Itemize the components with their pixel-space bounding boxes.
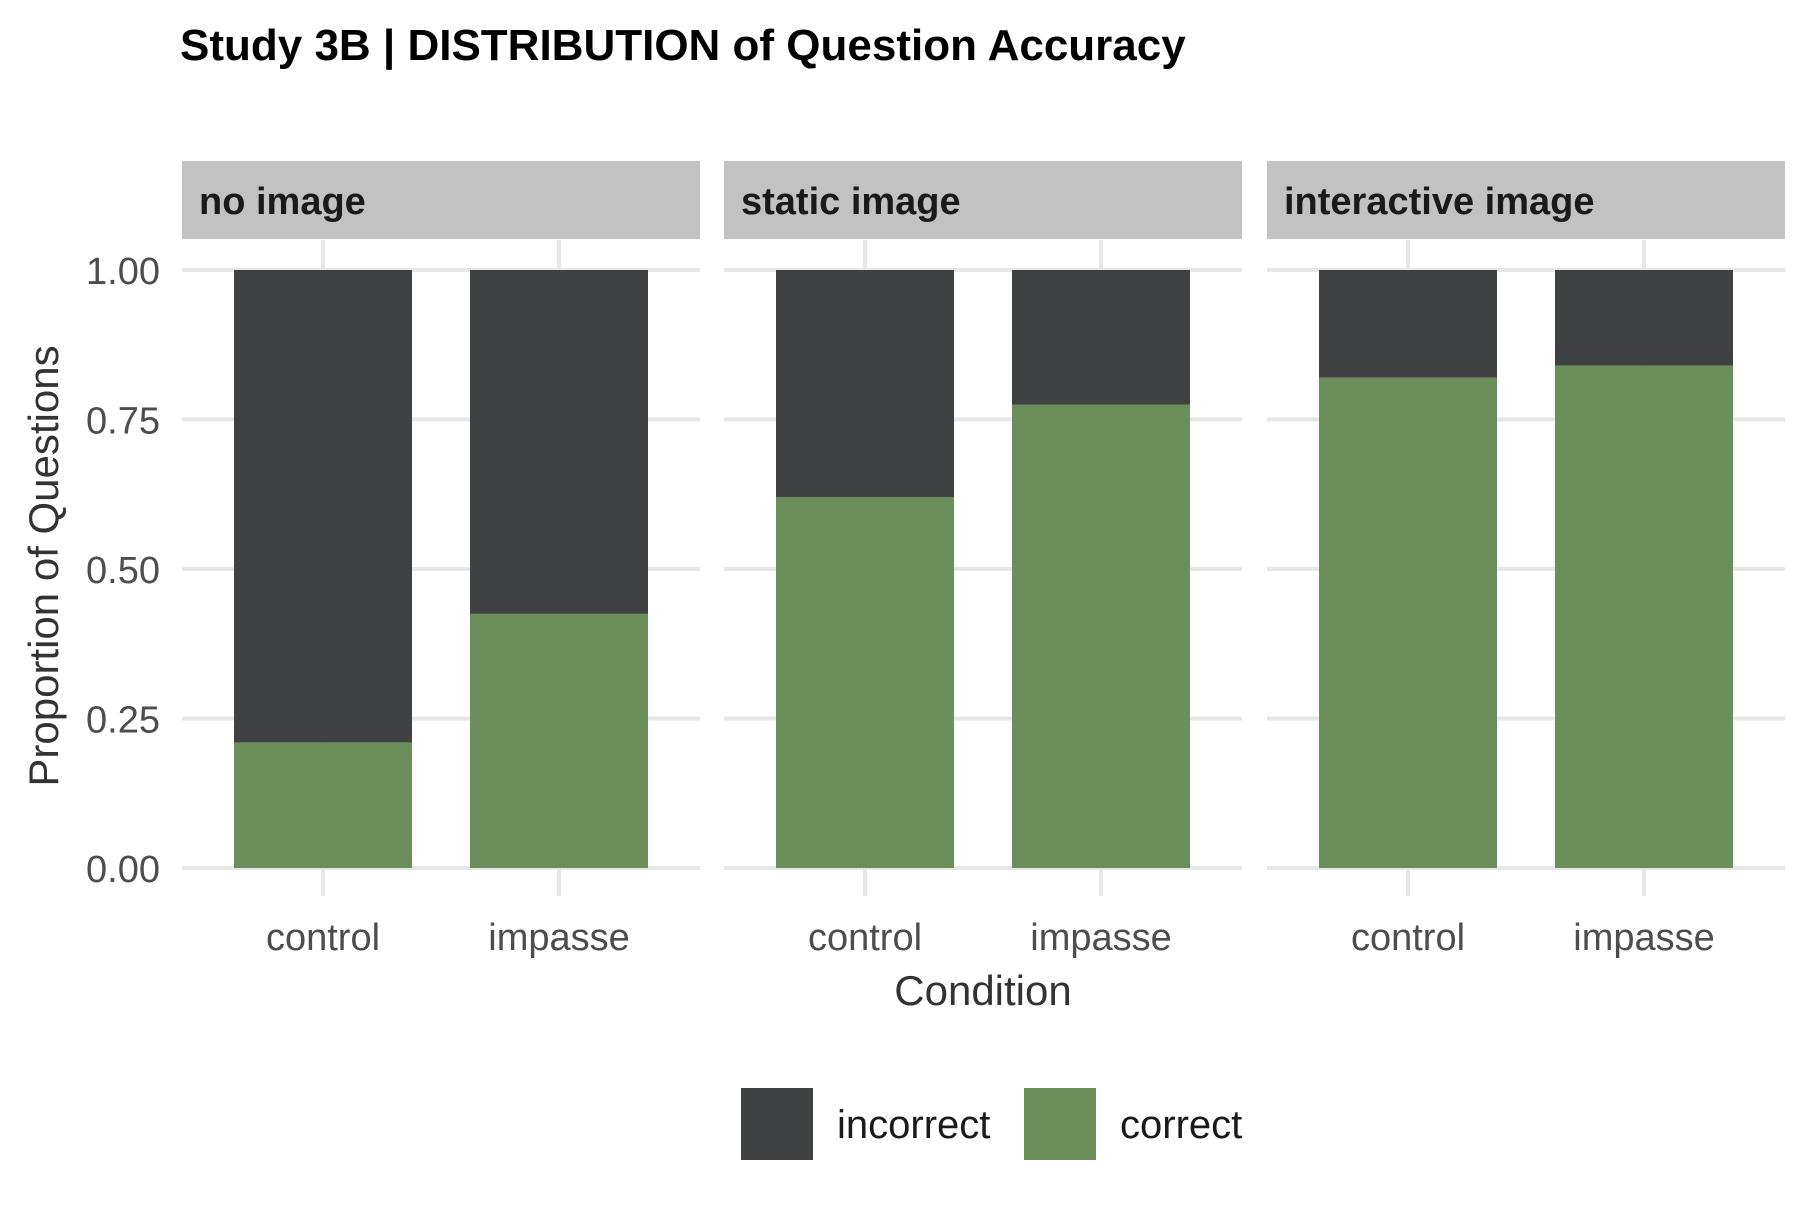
x-tick-label: control (1351, 917, 1465, 959)
facet-strip-background (1267, 161, 1785, 239)
y-tick-label: 0.75 (86, 401, 160, 443)
bar-incorrect (1555, 270, 1733, 366)
bar-correct (470, 613, 648, 868)
x-tick-label: control (266, 917, 380, 959)
x-tick-label: impasse (1030, 917, 1172, 959)
legend-label-correct: correct (1120, 1103, 1242, 1147)
bar-correct (776, 497, 954, 868)
legend-swatch-incorrect (741, 1088, 813, 1160)
bar-incorrect (1319, 270, 1497, 378)
x-tick-label: impasse (1573, 917, 1715, 959)
facet-panel: interactive image control impasse (1267, 161, 1785, 959)
legend-label-incorrect: incorrect (837, 1103, 990, 1147)
y-tick-label: 0.00 (86, 849, 160, 891)
bar-correct (234, 742, 412, 868)
y-axis-title: Proportion of Questions (20, 345, 67, 786)
y-tick-label: 1.00 (86, 251, 160, 293)
facet-strip-label: no image (199, 181, 366, 223)
facet-strip-background (724, 161, 1242, 239)
legend-swatch-correct (1024, 1088, 1096, 1160)
x-tick-label: impasse (488, 917, 630, 959)
facet-strip-label: static image (741, 181, 961, 223)
facet-strip-label: interactive image (1284, 181, 1594, 223)
y-axis-ticks: 0.00 0.25 0.50 0.75 1.00 (86, 251, 160, 891)
legend: incorrect correct (741, 1088, 1242, 1160)
x-axis-title: Condition (894, 967, 1071, 1014)
x-tick-label: control (808, 917, 922, 959)
y-tick-label: 0.50 (86, 550, 160, 592)
facet-strip-background (182, 161, 700, 239)
facets: no image control impasse static image contro… (182, 161, 1785, 959)
bar-correct (1012, 404, 1190, 868)
facet-panel: no image control impasse (182, 161, 700, 959)
bar-correct (1319, 377, 1497, 868)
bar-incorrect (234, 270, 412, 743)
bar-incorrect (1012, 270, 1190, 405)
bar-correct (1555, 365, 1733, 868)
facet-panel: static image control impasse (724, 161, 1242, 959)
bar-incorrect (470, 270, 648, 614)
chart-title: Study 3B | DISTRIBUTION of Question Accu… (180, 21, 1186, 71)
bar-incorrect (776, 270, 954, 498)
y-tick-label: 0.25 (86, 700, 160, 742)
